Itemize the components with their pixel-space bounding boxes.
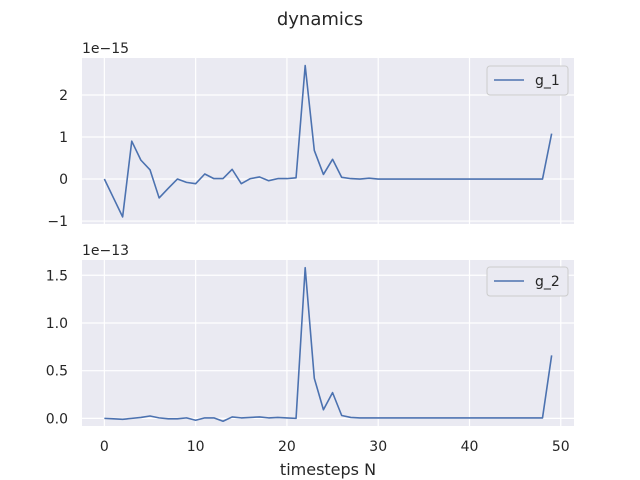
y-tick-label: −1 bbox=[47, 214, 68, 230]
subplot-g1-y-ticks: −1 0 1 2 bbox=[47, 88, 68, 230]
y-tick-label: 0 bbox=[59, 172, 68, 188]
y-tick-label: 0.5 bbox=[46, 364, 68, 380]
subplot-g1-offset-label: 1e−15 bbox=[82, 41, 129, 57]
subplot-g2-legend-box bbox=[486, 266, 569, 297]
subplot-g2-offset-label: 1e−13 bbox=[82, 243, 129, 259]
figure-title: dynamics bbox=[277, 9, 363, 30]
x-tick-label: 50 bbox=[552, 439, 570, 455]
subplot-g2: 0.0 0.5 1.0 1.5 0 10 20 30 40 50 1e−13 g_2 bbox=[46, 243, 574, 455]
y-tick-label: 1 bbox=[59, 130, 68, 146]
subplot-g2-y-ticks: 0.0 0.5 1.0 1.5 bbox=[46, 268, 68, 427]
subplot-g2-legend: g_2 bbox=[486, 266, 569, 297]
x-axis-label: timesteps N bbox=[280, 460, 376, 479]
y-tick-label: 0.0 bbox=[46, 411, 68, 427]
subplot-g1-legend: g_1 bbox=[486, 65, 569, 96]
subplot-g1-legend-box bbox=[486, 65, 569, 96]
x-tick-label: 20 bbox=[278, 439, 296, 455]
subplot-g1-series bbox=[103, 64, 553, 218]
y-tick-label: 1.5 bbox=[46, 268, 68, 284]
y-tick-label: 1.0 bbox=[46, 316, 68, 332]
x-tick-label: 40 bbox=[461, 439, 479, 455]
subplot-g1-legend-label: g_1 bbox=[535, 73, 560, 89]
y-tick-label: 2 bbox=[59, 88, 68, 104]
x-tick-label: 30 bbox=[369, 439, 387, 455]
x-tick-label: 10 bbox=[187, 439, 205, 455]
series-line-g_1 bbox=[103, 64, 553, 218]
series-line-g_2 bbox=[104, 266, 553, 423]
subplot-g2-legend-label: g_2 bbox=[535, 274, 560, 290]
subplot-g1: −1 0 1 2 1e−15 g_1 bbox=[47, 41, 574, 230]
x-tick-label: 0 bbox=[100, 439, 109, 455]
subplot-g2-series bbox=[104, 266, 553, 423]
subplot-g2-x-ticks: 0 10 20 30 40 50 bbox=[100, 439, 570, 455]
